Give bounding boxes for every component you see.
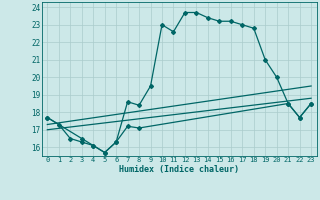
X-axis label: Humidex (Indice chaleur): Humidex (Indice chaleur) [119,165,239,174]
